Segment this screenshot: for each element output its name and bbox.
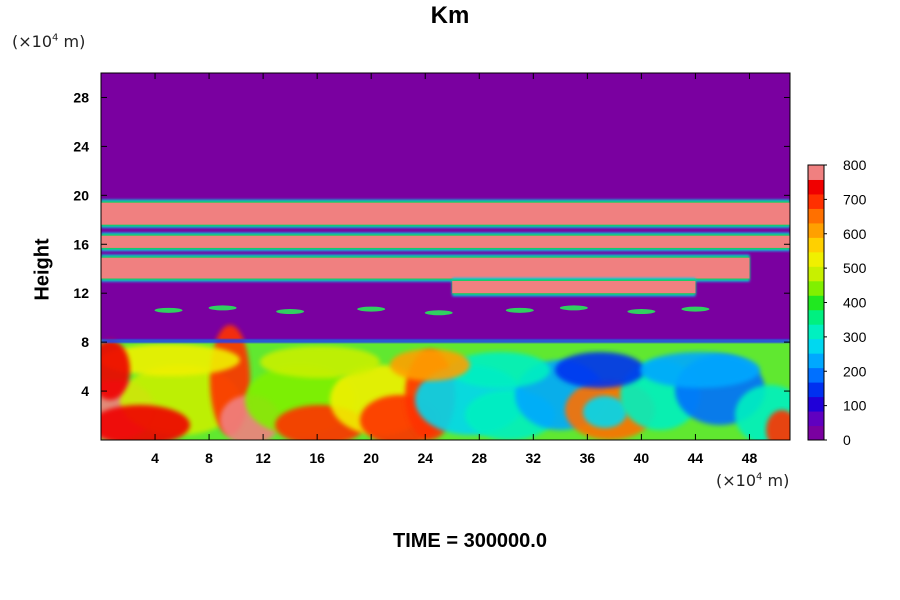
colorbar-tick-label: 400 [843,295,867,311]
colorbar-swatch [808,222,824,238]
x-tick-label: 28 [471,450,487,466]
colorbar-swatch [808,367,824,383]
colorbar-tick-label: 700 [843,191,867,207]
colorbar-swatch [808,353,824,369]
field-patch [505,307,534,313]
time-label: TIME = 300000.0 [393,530,547,552]
x-tick-label: 12 [255,450,271,466]
x-tick-label: 48 [742,450,758,466]
colorbar-swatch [808,251,824,267]
field-patch [208,305,237,311]
field-patch [681,306,710,312]
field-blob [101,340,130,400]
band-core [101,257,750,279]
colorbar-swatch [808,237,824,253]
colorbar-tick-label: 300 [843,329,867,345]
colorbar: 0 100 200 300 400 500 600 700 800 [807,157,867,448]
y-tick-label: 16 [73,236,89,252]
colorbar-swatch [808,280,824,296]
x-tick-label: 4 [151,450,159,466]
colorbar-tick-label: 0 [843,432,851,448]
field-blob [583,396,627,428]
x-tick-label: 20 [363,450,379,466]
field-blob [390,349,470,381]
colorbar-tick-label: 800 [843,157,867,173]
field-blob [555,352,645,388]
colorbar-swatch [808,338,824,354]
field-blob [101,405,190,440]
y-ticks: 4 8 12 16 20 24 28 [73,89,790,399]
y-unit-label: (×104 m) [12,32,86,51]
colorbar-swatch [808,425,824,441]
field-blob [260,346,380,378]
y-tick-label: 12 [73,285,89,301]
x-tick-label: 24 [417,450,433,466]
field-blob [101,344,240,376]
colorbar-tick-label: 500 [843,260,867,276]
turbulent-bands [101,199,790,316]
colorbar-swatch [808,193,824,209]
colorbar-swatch [808,266,824,282]
y-tick-label: 24 [73,138,89,154]
colorbar-swatch [808,179,824,195]
field-patch [357,306,386,312]
colorbar-swatch [808,411,824,427]
x-unit-label: (×104 m) [716,471,790,490]
y-tick-label: 28 [73,89,89,105]
colorbar-tick-label: 600 [843,226,867,242]
y-tick-label: 4 [81,383,89,399]
colorbar-swatch [808,165,824,180]
colorbar-swatch [808,208,824,224]
plot-frame [100,72,791,441]
field-patch [559,305,588,311]
field-blob [766,410,790,440]
colorbar-swatch [808,295,824,311]
field-blob [450,352,550,388]
colorbar-tick-label: 200 [843,363,867,379]
band-core [452,280,696,294]
x-tick-label: 16 [309,450,325,466]
colorbar-tick-label: 100 [843,398,867,414]
x-tick-label: 44 [688,450,704,466]
band-core [101,235,790,248]
colorbar-swatch [808,309,824,325]
plot-area [101,73,790,440]
y-tick-label: 8 [81,334,89,350]
chart-title: Km [430,2,470,29]
boundary-layer-top [101,339,790,344]
band-core [101,202,790,225]
field-patch [627,309,656,315]
x-tick-label: 8 [205,450,213,466]
field-patch [276,309,305,315]
colorbar-swatch [808,382,824,398]
colorbar-swatch [808,396,824,412]
field-blob [640,352,760,388]
colorbar-swatch [808,324,824,340]
x-tick-label: 36 [580,450,596,466]
x-tick-label: 32 [526,450,542,466]
x-tick-label: 40 [634,450,650,466]
field-patch [424,310,453,316]
y-tick-label: 20 [73,187,89,203]
x-ticks: 4 8 12 16 20 24 28 32 36 40 44 48 [151,73,757,466]
boundary-layer [101,325,790,440]
field-patch [154,307,183,313]
